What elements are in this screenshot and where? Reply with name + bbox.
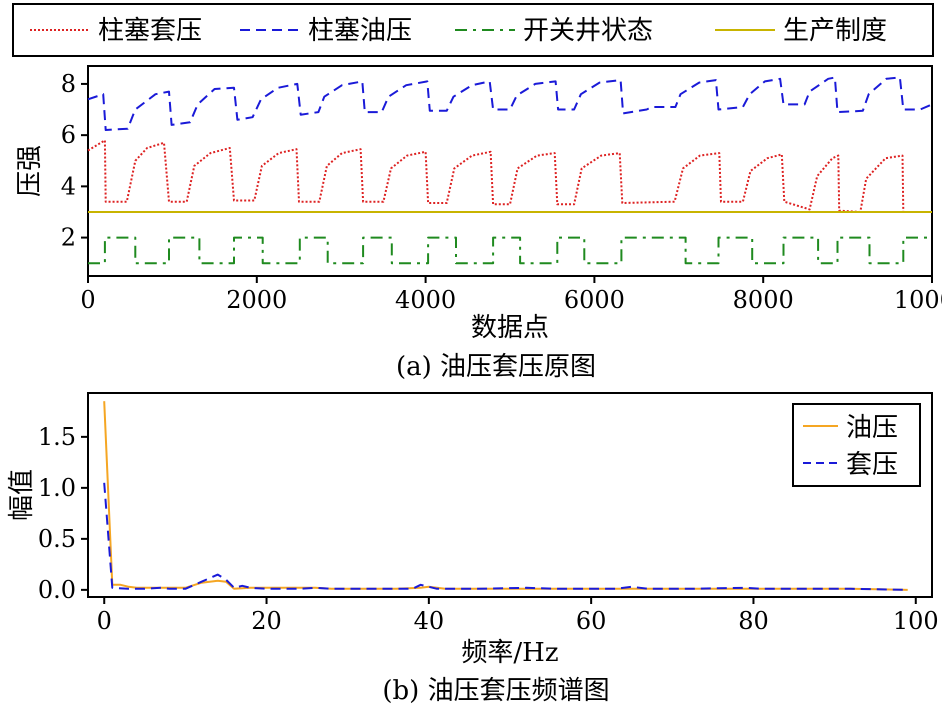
chart-b-x-tick-label: 100 xyxy=(893,607,939,635)
legend-label-series-3: 生产制度 xyxy=(783,16,887,46)
legend-b-item-series-0: 油压 xyxy=(803,413,898,443)
chart-b-series xyxy=(103,401,908,591)
chart-a-x-tick-label: 8000 xyxy=(733,286,794,314)
chart-a-x-tick-label: 0 xyxy=(80,286,95,314)
chart-b-x-tick-label: 80 xyxy=(738,607,769,635)
legend-item-series-2: 开关井状态 xyxy=(455,16,653,46)
chart-a-series-line-1 xyxy=(87,76,933,131)
chart-b-y-axis-label: 幅值 xyxy=(7,469,37,521)
chart-b-y-tick-label: 1.0 xyxy=(38,474,76,502)
legend-item-series-0: 柱塞套压 xyxy=(30,16,202,46)
legend-label-series-2: 开关井状态 xyxy=(523,16,653,46)
chart-b-y-tick-label: 0.5 xyxy=(38,525,76,553)
chart-b-x-tick-label: 20 xyxy=(251,607,282,635)
chart-b-x-tick-label: 40 xyxy=(414,607,445,635)
chart-a-y-tick-label: 8 xyxy=(61,70,76,98)
legend-item-series-1: 柱塞油压 xyxy=(240,16,412,46)
legend-label-series-0: 柱塞套压 xyxy=(98,16,202,46)
chart-a-series-line-2 xyxy=(88,236,932,265)
legend-label-series-1: 柱塞油压 xyxy=(308,16,412,46)
legend-b-item-series-1: 套压 xyxy=(803,450,898,480)
chart-b-x-axis-label: 频率/Hz xyxy=(461,638,558,668)
legend-top: 柱塞套压 柱塞油压 开关井状态 生产制度 xyxy=(12,3,934,57)
chart-a-ticks: 0 2000 4000 6000 8000 10000 2 4 6 8 xyxy=(61,70,942,314)
chart-b-series-line-1 xyxy=(103,482,908,591)
chart-a-series xyxy=(87,76,933,265)
chart-a: 0 2000 4000 6000 8000 10000 2 4 6 8 数据点 压强 (a) 油压… xyxy=(15,65,942,382)
legend-b-label-series-1: 套压 xyxy=(846,450,898,480)
chart-a-caption: (a) 油压套压原图 xyxy=(396,352,596,382)
chart-a-y-tick-label: 4 xyxy=(61,172,76,200)
chart-a-series-line-0 xyxy=(87,139,932,213)
chart-a-x-tick-label: 6000 xyxy=(564,286,625,314)
chart-b-y-tick-label: 0.0 xyxy=(38,576,76,604)
chart-a-x-tick-label: 2000 xyxy=(226,286,287,314)
chart-a-x-axis-label: 数据点 xyxy=(471,313,549,343)
chart-a-plot-frame xyxy=(87,65,933,277)
chart-a-x-tick-label: 10000 xyxy=(894,286,942,314)
chart-a-y-axis-label: 压强 xyxy=(15,145,45,197)
legend-b: 油压 套压 xyxy=(792,403,921,487)
chart-b-ticks: 0 20 40 60 80 100 0.0 0.5 1.0 1.5 xyxy=(38,423,939,635)
chart-b-y-tick-label: 1.5 xyxy=(38,423,76,451)
legend-b-frame xyxy=(792,403,921,487)
chart-a-x-tick-label: 4000 xyxy=(395,286,456,314)
chart-b-x-tick-label: 60 xyxy=(576,607,607,635)
chart-b-caption: (b) 油压套压频谱图 xyxy=(382,676,609,706)
legend-item-series-3: 生产制度 xyxy=(715,16,887,46)
chart-a-y-tick-label: 2 xyxy=(61,224,76,252)
chart-a-y-tick-label: 6 xyxy=(61,121,76,149)
chart-b-series-line-0 xyxy=(103,401,908,591)
chart-b-x-tick-label: 0 xyxy=(97,607,112,635)
chart-b-plot-frame xyxy=(87,392,933,598)
legend-b-label-series-0: 油压 xyxy=(846,413,898,443)
